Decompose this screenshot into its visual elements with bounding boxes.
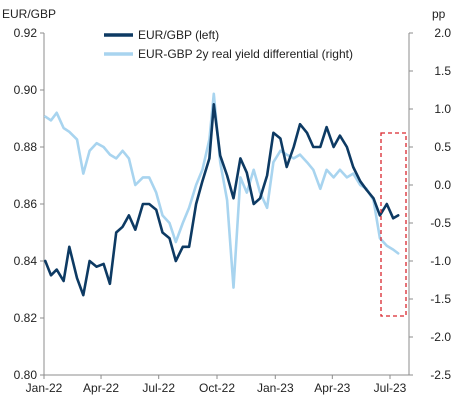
- x-tick-label: Jan-22: [26, 381, 63, 395]
- right-tick-label: -1.0: [430, 254, 451, 268]
- x-tick-label: Apr-22: [83, 381, 119, 395]
- right-tick-label: -2.0: [430, 330, 451, 344]
- left-tick-label: 0.86: [14, 197, 38, 211]
- legend-label-eur-gbp: EUR/GBP (left): [138, 28, 219, 42]
- left-tick-label: 0.82: [14, 311, 38, 325]
- left-tick-label: 0.90: [14, 83, 38, 97]
- x-tick-label: Apr-23: [314, 381, 350, 395]
- left-tick-label: 0.92: [14, 26, 38, 40]
- x-tick-label: Oct-22: [199, 381, 235, 395]
- yield-differential-series-line: [45, 94, 398, 288]
- right-tick-label: 1.5: [434, 64, 451, 78]
- right-tick-label: 0.0: [434, 178, 451, 192]
- x-tick-label: Jan-23: [257, 381, 294, 395]
- legend: EUR/GBP (left) EUR-GBP 2y real yield dif…: [104, 28, 353, 61]
- left-tick-label: 0.84: [14, 254, 38, 268]
- right-tick-label: 2.0: [434, 26, 451, 40]
- left-tick-label: 0.88: [14, 140, 38, 154]
- right-tick-label: 1.0: [434, 102, 451, 116]
- left-axis-title: EUR/GBP: [2, 7, 56, 21]
- x-tick-label: Jul-22: [142, 381, 175, 395]
- right-tick-label: 0.5: [434, 140, 451, 154]
- left-tick-label: 0.80: [14, 368, 38, 382]
- legend-label-yield-diff: EUR-GBP 2y real yield differential (righ…: [138, 47, 353, 61]
- ticks-group: 0.80 0.82 0.84 0.86 0.88 0.90 0.92 -2.5 -2.0 -1.5…: [14, 26, 452, 395]
- eur-gbp-series-line: [45, 104, 398, 295]
- right-tick-label: -1.5: [430, 292, 451, 306]
- series-group: [45, 94, 398, 295]
- right-tick-label: -0.5: [430, 216, 451, 230]
- right-tick-label: -2.5: [430, 368, 451, 382]
- right-axis-title: pp: [432, 7, 446, 21]
- highlight-box: [381, 133, 406, 316]
- x-tick-label: Jul-23: [374, 381, 407, 395]
